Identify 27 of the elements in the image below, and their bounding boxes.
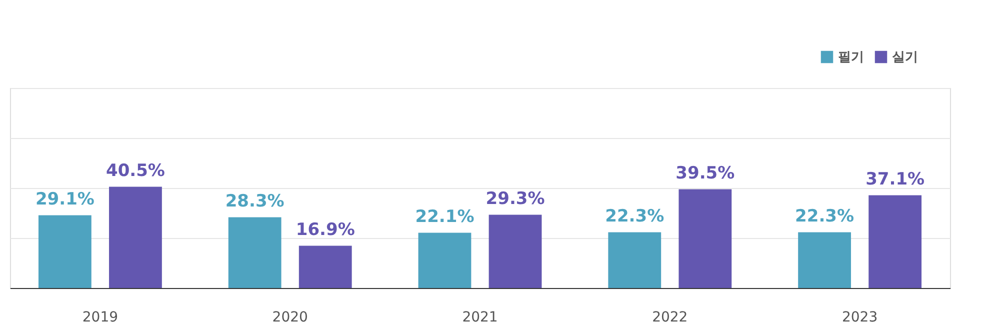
bar — [608, 232, 662, 288]
data-label: 22.1% — [415, 206, 474, 227]
data-label: 40.5% — [106, 160, 165, 181]
bar — [298, 246, 352, 288]
bar — [488, 214, 542, 288]
data-label: 39.5% — [676, 163, 735, 184]
bar — [798, 232, 851, 288]
data-label: 22.3% — [795, 206, 854, 226]
bar — [678, 189, 732, 288]
bar — [868, 195, 922, 288]
bar — [228, 217, 282, 288]
data-label: 37.1% — [866, 169, 925, 190]
bar — [38, 215, 92, 288]
x-tick-label: 2022 — [652, 310, 688, 326]
x-tick-label: 2019 — [82, 310, 118, 326]
data-label: 29.1% — [35, 189, 94, 210]
legend-label: 실기 — [892, 50, 918, 65]
bar — [109, 186, 162, 288]
legend-label: 필기 — [838, 50, 864, 65]
data-label: 16.9% — [296, 220, 355, 240]
x-tick-label: 2021 — [462, 310, 498, 326]
data-label: 28.3% — [225, 191, 284, 212]
x-tick-label: 2023 — [842, 310, 878, 326]
x-tick-label: 2020 — [272, 310, 308, 326]
data-label: 29.3% — [486, 188, 545, 209]
bar — [418, 232, 472, 288]
data-label: 22.3% — [605, 206, 664, 226]
